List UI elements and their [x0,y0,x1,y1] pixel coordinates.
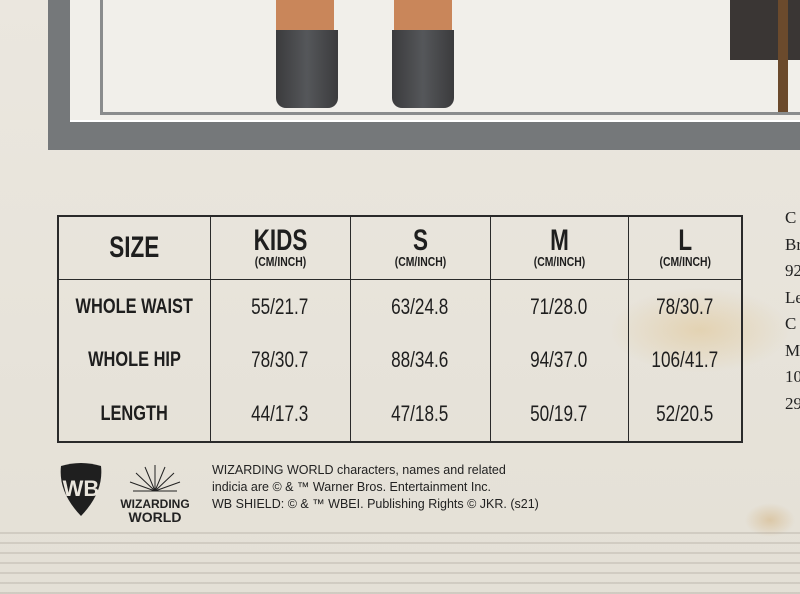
sunburst-icon [129,465,181,492]
column-unit: (CM/INCH) [533,253,585,269]
wb-shield-logo: WB [60,463,102,516]
side-text: Le [785,287,800,307]
column-label: S [412,223,428,257]
sock-right [392,30,454,108]
side-text: 29 [785,393,800,413]
side-text: M [785,340,800,360]
side-text: Br [785,234,800,254]
coat [730,0,800,60]
row-label: LENGTH [100,401,168,425]
side-text-column: C Br 92 Le C M 10 29 [785,205,800,417]
photo-frame-line [100,0,800,115]
table-header-row: SIZE KIDS (CM/INCH) S (CM/INCH) M (CM/INCH)… [58,216,742,280]
svg-text:WB: WB [63,476,100,501]
wizarding-world-logo: WIZARDING WORLD [115,463,195,524]
cell: 88/34.6 [391,347,449,373]
table-row: WHOLE WAIST 55/21.7 63/24.8 71/28.0 78/3… [58,279,742,334]
legal-line: WB SHIELD: © & ™ WBEI. Publishing Rights… [212,497,539,511]
cell: 94/37.0 [530,347,588,373]
table-row: WHOLE HIP 78/30.7 88/34.6 94/37.0 106/41… [58,333,742,387]
cell: 78/30.7 [656,293,714,319]
side-text: 10 [785,367,800,386]
legal-line: WIZARDING WORLD characters, names and re… [212,463,506,477]
side-text: 92 [785,261,800,280]
cell: 106/41.7 [651,347,719,373]
legal-line: indicia are © & ™ Warner Bros. Entertain… [212,480,491,494]
cell: 55/21.7 [251,293,309,319]
cell: 71/28.0 [530,293,588,319]
side-text: C [785,314,797,333]
column-unit: (CM/INCH) [254,253,306,269]
column-unit: (CM/INCH) [394,253,446,269]
sock-left [276,30,338,108]
column-label: M [549,223,569,257]
side-text: C [785,208,797,227]
cell: 50/19.7 [530,400,588,426]
newsprint-texture [0,525,800,594]
table-row: LENGTH 44/17.3 47/18.5 50/19.7 52/20.5 [58,386,742,442]
size-chart-table: SIZE KIDS (CM/INCH) S (CM/INCH) M (CM/INCH)… [57,215,743,443]
row-label: WHOLE WAIST [75,294,193,318]
logo-text: WORLD [128,509,182,525]
column-unit: (CM/INCH) [659,253,711,269]
cell: 52/20.5 [656,400,714,426]
cell: 47/18.5 [391,400,449,426]
logo-text: WIZARDING [120,497,190,511]
cell: 44/17.3 [251,400,309,426]
wand-staff [778,0,788,112]
legal-notice: WIZARDING WORLD characters, names and re… [212,462,539,513]
size-header: SIZE [109,231,160,264]
cell: 78/30.7 [251,347,309,373]
column-label: L [677,223,692,257]
cell: 63/24.8 [391,293,449,319]
row-label: WHOLE HIP [87,348,181,372]
column-label: KIDS [253,223,307,257]
